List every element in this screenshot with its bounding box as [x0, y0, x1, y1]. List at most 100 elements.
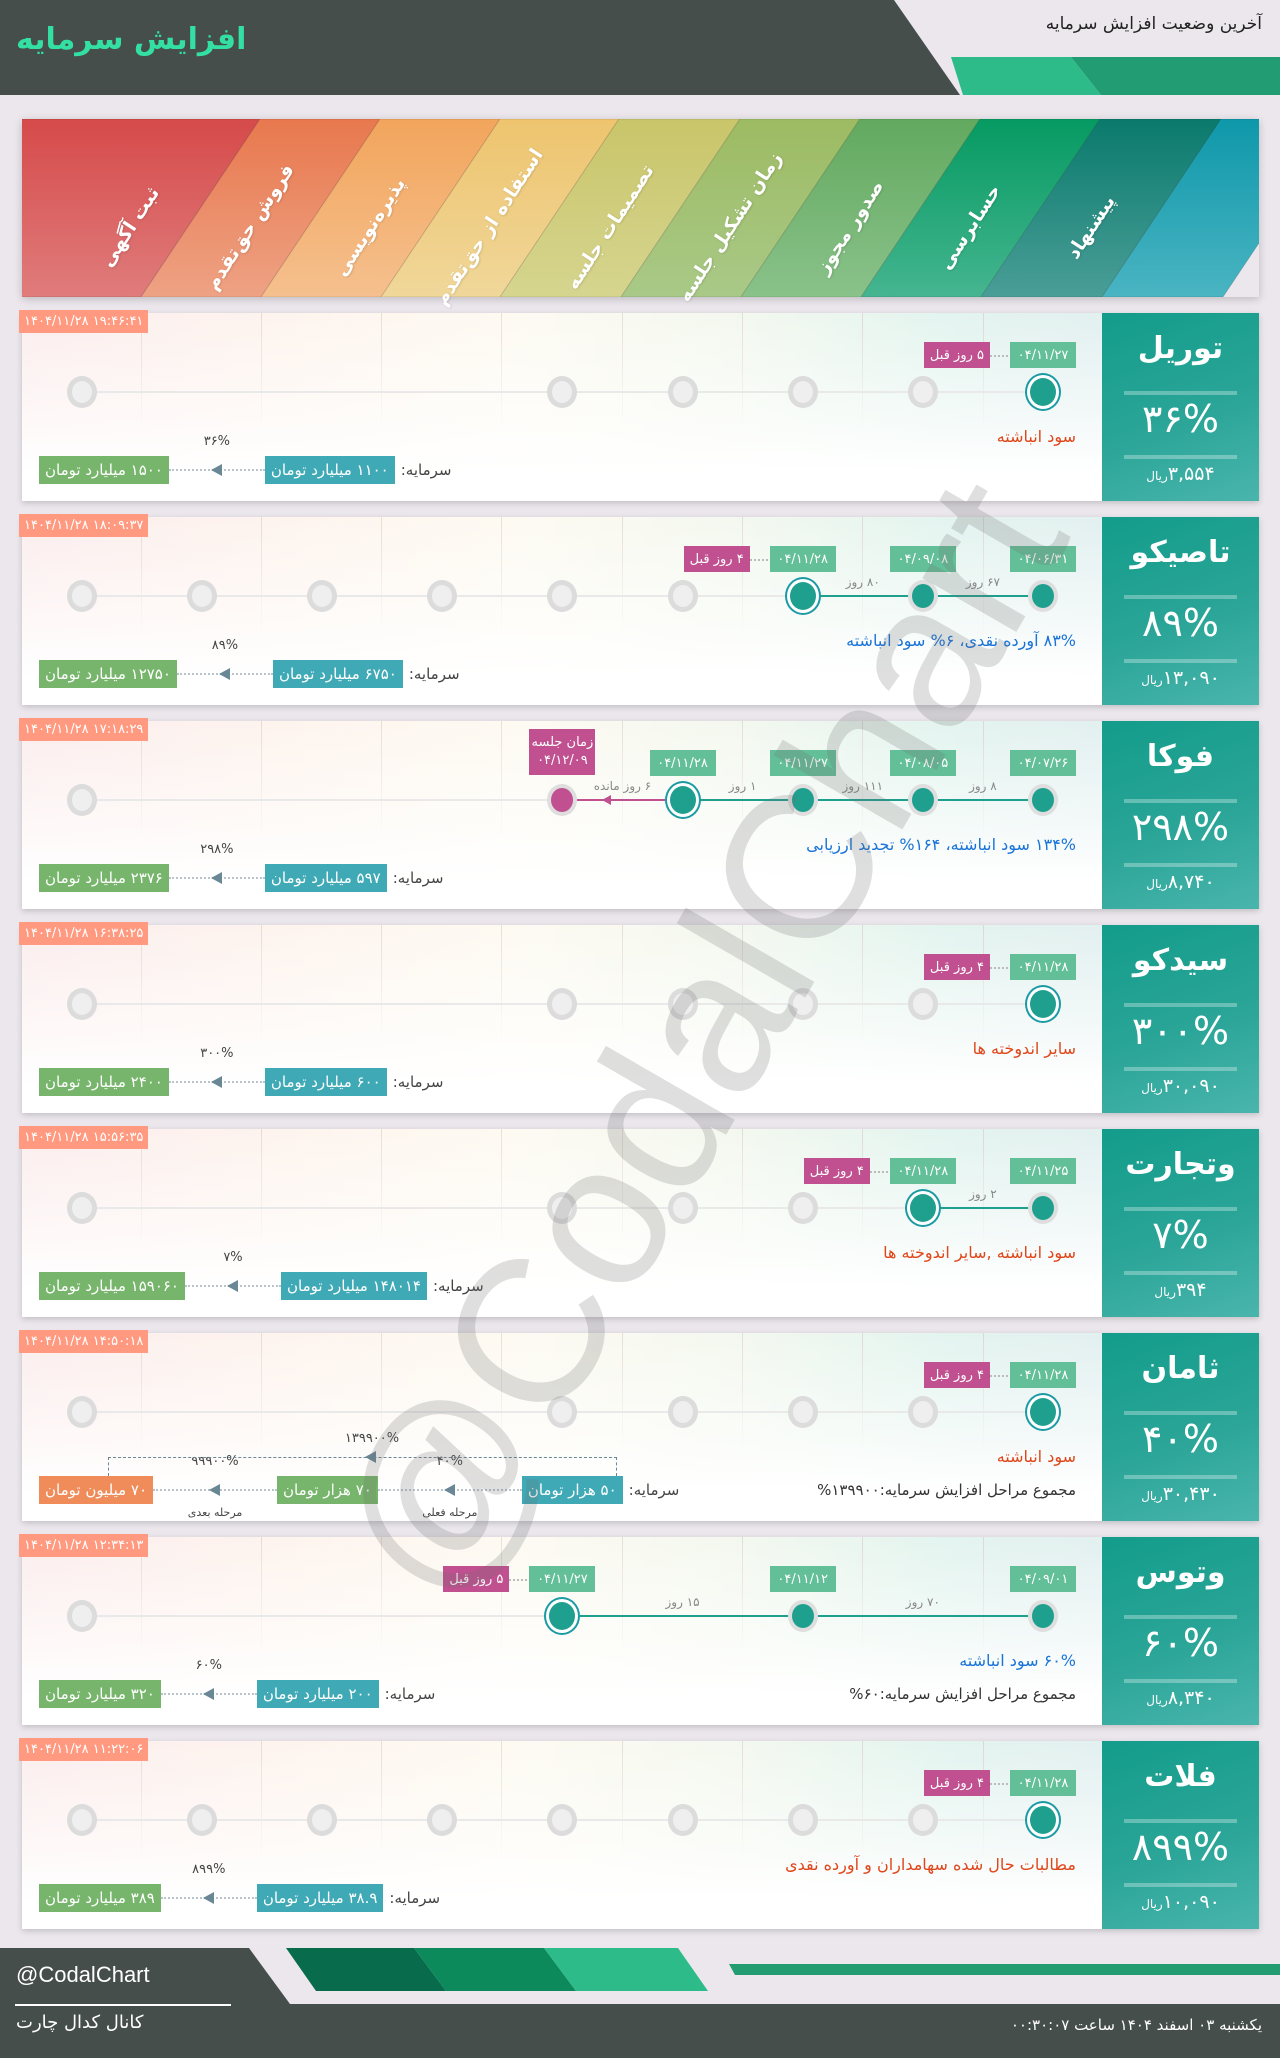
stage-node-pending[interactable] [66, 1600, 97, 1632]
stage-node-current[interactable] [1027, 375, 1059, 409]
stage-node-pending[interactable] [186, 580, 217, 612]
stage-banner: ثبت آگهی فروش حق‌تقدم پذیره‌نویسی استفاده ا… [22, 119, 1259, 309]
stock-card[interactable]: ۰۴/۱۱/۲۵ ۰۴/۱۱/۲۸ ۴ روز قبل ۲ روز سود انباشت… [19, 1126, 1259, 1317]
stage-node-pending[interactable] [667, 580, 698, 612]
stock-summary[interactable]: تاصیکو ۸۹% ۱۳,۰۹۰ریال [1102, 517, 1259, 705]
upcoming-date: ۰۴/۱۲/۰۹ [537, 753, 588, 768]
column-divider [261, 1741, 262, 1861]
stage-node-pending[interactable] [787, 1396, 818, 1428]
stage-node-pending[interactable] [66, 784, 97, 816]
divider [1124, 1819, 1237, 1823]
column-divider [983, 1741, 984, 1861]
stage-node-pending[interactable] [667, 1804, 698, 1836]
stage-node-pending[interactable] [307, 1804, 338, 1836]
column-divider [983, 925, 984, 1045]
stock-symbol[interactable]: فلات [1144, 1759, 1217, 1794]
stage-node-done[interactable] [1028, 784, 1058, 816]
stock-symbol[interactable]: سیدکو [1132, 943, 1229, 978]
stage-node-done[interactable] [1028, 1192, 1058, 1224]
stage-node-pending[interactable] [787, 988, 818, 1020]
stage-node-pending[interactable] [787, 1804, 818, 1836]
stock-card[interactable]: ۰۴/۱۱/۲۸ ۴ روز قبل سود انباشته مجموع مراحل … [19, 1330, 1259, 1521]
capital-label: سرمایه: [392, 1073, 444, 1091]
stage-node-done[interactable] [787, 1600, 818, 1632]
stock-symbol[interactable]: تاصیکو [1130, 535, 1231, 570]
stage-node-pending[interactable] [547, 1804, 578, 1836]
stage-node-pending[interactable] [66, 376, 97, 408]
stage-node-done[interactable] [907, 784, 938, 816]
column-divider [742, 1129, 743, 1249]
stage-node-pending[interactable] [66, 1804, 97, 1836]
stage-node-pending[interactable] [907, 1804, 938, 1836]
stock-symbol[interactable]: فوکا [1146, 739, 1215, 774]
days-ago-badge: ۴ روز قبل [923, 954, 990, 980]
stock-summary[interactable]: وتجارت ۷% ۳۹۴ریال [1102, 1129, 1259, 1317]
days-ago-badge: ۴ روز قبل [683, 546, 750, 572]
stage-node-pending[interactable] [427, 1804, 458, 1836]
stage-node-pending[interactable] [667, 1192, 698, 1224]
stage-node-done[interactable] [787, 784, 818, 816]
stage-node-pending[interactable] [907, 988, 938, 1020]
stage-node-current[interactable] [546, 1599, 579, 1633]
price-value: ۳,۵۵۴ [1167, 463, 1215, 485]
column-divider [261, 313, 262, 433]
column-divider [501, 313, 502, 433]
stage-node-pending[interactable] [787, 1192, 818, 1224]
increase-percent: ۳۰۰% [200, 1046, 234, 1061]
increase-percent: ۷% [1152, 1213, 1209, 1257]
stage-node-done[interactable] [907, 580, 938, 612]
stage-node-pending[interactable] [66, 580, 97, 612]
stage-node-pending[interactable] [547, 1192, 578, 1224]
timeline-progress [922, 595, 1043, 597]
channel-handle[interactable]: @CodalChart [16, 1962, 150, 1987]
stage-node-current[interactable] [1027, 1395, 1059, 1429]
increase-percent: ۳۰۰% [1131, 1009, 1230, 1053]
stock-summary[interactable]: توریل ۳۶% ۳,۵۵۴ریال [1102, 313, 1259, 501]
stock-summary[interactable]: فلات ۸۹۹% ۱۰,۰۹۰ریال [1102, 1741, 1259, 1929]
stock-summary[interactable]: وتوس ۶۰% ۸,۳۴۰ریال [1102, 1537, 1259, 1725]
column-divider [261, 1333, 262, 1453]
stage-node-upcoming[interactable] [547, 784, 578, 816]
stage-node-pending[interactable] [907, 1396, 938, 1428]
stock-summary[interactable]: ثامان ۴۰% ۳۰,۴۳۰ریال [1102, 1333, 1259, 1521]
stock-symbol[interactable]: توریل [1137, 331, 1224, 366]
stage-node-current[interactable] [666, 783, 699, 817]
stock-summary[interactable]: فوکا ۲۹۸% ۸,۷۴۰ریال [1102, 721, 1259, 909]
days-between-label: ۷۰ روز [905, 1595, 940, 1609]
stage-node-pending[interactable] [907, 376, 938, 408]
arrow-left-icon [210, 1076, 222, 1088]
stage-node-current[interactable] [1027, 987, 1059, 1021]
stock-card[interactable]: ۰۴/۰۹/۰۱ ۰۴/۱۱/۱۲ ۰۴/۱۱/۲۷ ۵ روز قبل ۷۰ روز ۱… [19, 1534, 1259, 1725]
stock-card[interactable]: ۰۴/۱۱/۲۸ ۴ روز قبل مطالبات حال شده سهامدار… [19, 1738, 1259, 1929]
stage-node-pending[interactable] [66, 1396, 97, 1428]
stage-date-tag: ۰۴/۱۱/۱۲ [769, 1566, 836, 1592]
stock-card[interactable]: ۰۴/۰۷/۲۶ ۰۴/۰۸/۰۵ ۰۴/۱۱/۲۷ ۰۴/۱۱/۲۸ زمان جلس… [19, 718, 1259, 909]
stock-symbol[interactable]: وتجارت [1125, 1147, 1236, 1182]
stage-node-pending[interactable] [547, 988, 578, 1020]
stage-node-pending[interactable] [547, 1396, 578, 1428]
stage-node-current[interactable] [906, 1191, 939, 1225]
stage-node-pending[interactable] [667, 376, 698, 408]
stage-date-tag: ۰۴/۰۶/۳۱ [1010, 546, 1076, 572]
stage-node-current[interactable] [786, 579, 819, 613]
stock-summary[interactable]: سیدکو ۳۰۰% ۳۰,۰۹۰ریال [1102, 925, 1259, 1113]
stock-symbol[interactable]: وتوس [1135, 1555, 1226, 1590]
stock-card[interactable]: ۰۴/۱۱/۲۸ ۴ روز قبل سایر اندوخته ها ۲۴۰۰ میل… [19, 922, 1259, 1113]
stage-node-pending[interactable] [787, 376, 818, 408]
stock-card[interactable]: ۰۴/۱۱/۲۷ ۵ روز قبل سود انباشته ۱۵۰۰ میلیارد… [19, 310, 1259, 501]
stage-node-pending[interactable] [186, 1804, 217, 1836]
stage-node-pending[interactable] [427, 580, 458, 612]
stage-node-current[interactable] [1027, 1803, 1059, 1837]
stock-card[interactable]: ۰۴/۰۶/۳۱ ۰۴/۰۹/۰۸ ۰۴/۱۱/۲۸ ۴ روز قبل ۶۷ روز ۸… [19, 514, 1259, 705]
stage-node-pending[interactable] [547, 580, 578, 612]
stage-node-pending[interactable] [307, 580, 338, 612]
stage-node-pending[interactable] [547, 376, 578, 408]
stock-symbol[interactable]: ثامان [1141, 1351, 1220, 1386]
stage-node-pending[interactable] [66, 1192, 97, 1224]
stage-node-pending[interactable] [667, 988, 698, 1020]
divider [1124, 1271, 1237, 1275]
stage-node-pending[interactable] [667, 1396, 698, 1428]
stage-node-pending[interactable] [66, 988, 97, 1020]
stage-node-done[interactable] [1028, 580, 1058, 612]
stage-node-done[interactable] [1028, 1600, 1058, 1632]
